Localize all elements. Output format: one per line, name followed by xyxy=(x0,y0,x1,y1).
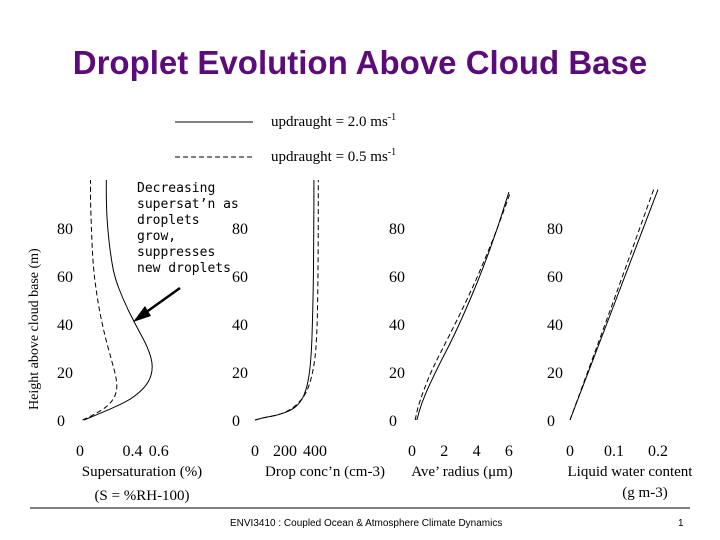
x-tick-label: 0.1 xyxy=(604,443,624,460)
annotation-line: grow, xyxy=(137,229,176,244)
y-tick-label: 0 xyxy=(232,413,240,430)
x-tick-label: 0 xyxy=(408,443,416,460)
x-axis-label-secondary: (g m-3) xyxy=(622,485,667,501)
x-tick-label: 0.4 xyxy=(123,443,143,460)
legend-solid-text: updraught = 2.0 ms xyxy=(271,114,388,130)
y-tick-label: 20 xyxy=(547,365,563,382)
y-tick-label: 60 xyxy=(232,269,248,286)
series-line-dashed xyxy=(82,180,118,421)
annotation-line: new droplets xyxy=(137,261,231,276)
annotation-line: supersat’n as xyxy=(137,197,239,212)
annotation-line: droplets xyxy=(137,213,200,228)
annotation-line: suppresses xyxy=(137,245,215,260)
x-tick-label: 0.2 xyxy=(648,443,668,460)
series-line-solid xyxy=(83,180,153,421)
y-tick-label: 80 xyxy=(547,221,563,238)
y-tick-label: 20 xyxy=(232,365,248,382)
page-title: Droplet Evolution Above Cloud Base xyxy=(72,44,648,81)
x-tick-label: 2 xyxy=(440,443,448,460)
legend-dashed-sup: -1 xyxy=(387,147,397,158)
y-tick-label: 20 xyxy=(57,365,73,382)
series-line-solid xyxy=(254,180,315,421)
annotation-text: Decreasing supersat’n as droplets grow, … xyxy=(137,181,247,276)
x-axis-label: Supersaturation (%) xyxy=(82,464,202,480)
y-tick-label: 40 xyxy=(389,317,405,334)
y-tick-label: 40 xyxy=(547,317,563,334)
legend-solid-label: updraught = 2.0 ms-1 xyxy=(271,112,396,131)
y-tick-label: 60 xyxy=(57,269,73,286)
x-tick-label: 0 xyxy=(251,443,259,460)
legend-solid-sup: -1 xyxy=(387,112,397,123)
legend-dashed-label: updraught = 0.5 ms-1 xyxy=(271,147,396,166)
x-tick-label: 0 xyxy=(76,443,84,460)
y-axis-label: Height above cloud base (m) xyxy=(27,248,42,410)
series-line-dashed xyxy=(254,180,319,421)
panel-drop-concentration: 0 20 40 60 80 0 200 400 Drop conc’n (cm-3) xyxy=(232,180,385,480)
page-number: 1 xyxy=(678,518,684,529)
panel-average-radius: 0 20 40 60 80 0 2 4 6 Ave’ radius (μm) xyxy=(389,191,513,480)
panel-supersaturation: 0 20 40 60 80 0 0.4 0.6 Supersaturation (%) (S = … xyxy=(57,180,202,504)
x-tick-label: 400 xyxy=(303,443,327,460)
series-line-solid xyxy=(569,189,659,421)
y-tick-label: 0 xyxy=(547,413,555,430)
y-tick-label: 60 xyxy=(389,269,405,286)
y-tick-label: 80 xyxy=(389,221,405,238)
annotation-arrowhead xyxy=(133,306,151,322)
legend-dashed-text: updraught = 0.5 ms xyxy=(271,149,388,165)
footer-course: ENVI3410 : Coupled Ocean & Atmosphere Cl… xyxy=(230,518,503,529)
series-line-dashed xyxy=(569,189,655,421)
y-tick-label: 60 xyxy=(547,269,563,286)
y-tick-label: 80 xyxy=(232,221,248,238)
y-tick-label: 80 xyxy=(57,221,73,238)
x-tick-label: 6 xyxy=(505,443,513,460)
x-tick-label: 0 xyxy=(566,443,574,460)
y-tick-label: 40 xyxy=(57,317,73,334)
x-axis-label: Liquid water content xyxy=(568,464,694,480)
annotation-line: Decreasing xyxy=(137,181,215,196)
panel-liquid-water: 0 20 40 60 80 0 0.1 0.2 Liquid water content (g m… xyxy=(547,189,694,501)
series-line-dashed xyxy=(414,191,511,421)
y-tick-label: 40 xyxy=(232,317,248,334)
series-line-solid xyxy=(416,191,510,421)
x-tick-label: 200 xyxy=(273,443,297,460)
y-tick-label: 20 xyxy=(389,365,405,382)
x-axis-label-secondary: (S = %RH-100) xyxy=(94,488,189,504)
y-tick-label: 0 xyxy=(57,413,65,430)
y-tick-label: 0 xyxy=(389,413,397,430)
x-axis-label: Drop conc’n (cm-3) xyxy=(265,464,385,480)
x-tick-label: 4 xyxy=(473,443,481,460)
x-axis-label: Ave’ radius (μm) xyxy=(411,464,513,480)
x-tick-label: 0.6 xyxy=(149,443,169,460)
